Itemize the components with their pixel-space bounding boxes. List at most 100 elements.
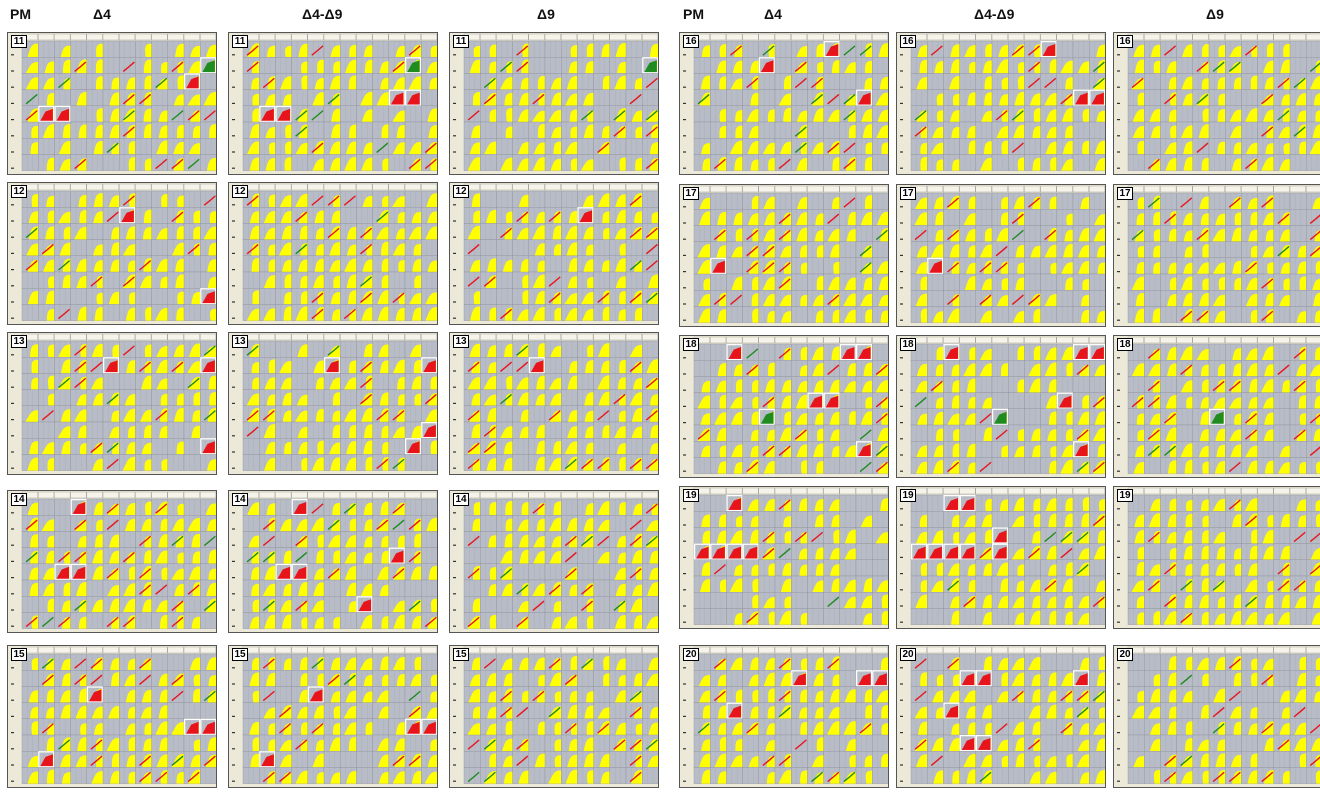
column-header-cell <box>871 33 888 41</box>
well <box>1056 653 1074 671</box>
well <box>275 340 292 358</box>
column-header-cell <box>291 333 308 341</box>
well <box>183 421 201 439</box>
well <box>86 437 104 455</box>
well <box>275 57 292 74</box>
row-tick <box>11 512 14 514</box>
well <box>480 89 497 106</box>
row-tick <box>900 524 903 526</box>
well <box>323 421 341 439</box>
well <box>1024 241 1041 258</box>
well <box>959 392 976 409</box>
well <box>710 209 727 226</box>
well <box>21 57 39 74</box>
well <box>975 360 993 377</box>
well <box>1160 527 1177 544</box>
well <box>577 304 594 321</box>
highlighted-well <box>404 57 422 74</box>
row-tick <box>453 402 456 404</box>
well <box>807 40 824 58</box>
well <box>1257 608 1275 625</box>
column-header-cell <box>1224 185 1242 193</box>
well <box>463 357 481 374</box>
well <box>641 137 658 155</box>
well <box>1176 225 1193 242</box>
well <box>1192 575 1210 593</box>
well <box>910 289 928 307</box>
well <box>528 271 546 289</box>
well <box>839 527 857 544</box>
well <box>807 494 824 512</box>
well <box>372 734 390 752</box>
well <box>167 547 185 564</box>
well <box>480 154 497 171</box>
well <box>1160 289 1177 307</box>
row-tick <box>232 135 235 137</box>
well <box>1127 702 1145 719</box>
well <box>528 498 546 516</box>
well <box>135 437 152 455</box>
well <box>1007 591 1025 609</box>
well <box>21 750 39 768</box>
well <box>528 531 546 548</box>
well <box>943 257 960 275</box>
well <box>275 437 292 455</box>
row-tick <box>683 621 686 623</box>
row-tick <box>900 135 903 137</box>
well <box>496 421 513 439</box>
well <box>339 304 357 321</box>
well <box>774 360 792 377</box>
well <box>823 360 841 377</box>
well <box>1024 575 1041 593</box>
column-header-cell <box>871 185 888 193</box>
well <box>625 405 643 423</box>
well <box>1305 591 1320 609</box>
row-tick <box>232 204 235 206</box>
well <box>70 670 87 687</box>
well <box>807 686 824 703</box>
column-header-cell <box>1289 646 1306 654</box>
well <box>528 702 546 719</box>
well <box>609 515 627 532</box>
well <box>102 271 120 289</box>
well <box>991 273 1009 291</box>
column-header-cell <box>528 333 545 341</box>
well <box>118 612 136 629</box>
well <box>102 223 120 240</box>
well <box>1007 575 1025 593</box>
well <box>593 750 611 768</box>
well <box>774 289 792 307</box>
well <box>242 612 260 629</box>
column-header-cell <box>593 646 610 654</box>
column-header-cell <box>323 183 340 191</box>
well <box>339 547 357 564</box>
well <box>871 306 888 323</box>
well <box>1160 257 1177 275</box>
highlighted-well <box>910 543 928 560</box>
row-tick <box>453 544 456 546</box>
well <box>544 531 562 548</box>
well <box>404 223 422 240</box>
well <box>991 121 1009 139</box>
well <box>871 718 888 736</box>
well <box>388 767 406 784</box>
well <box>512 750 529 768</box>
column-header-cell <box>593 333 610 341</box>
row-tick <box>232 625 235 627</box>
well <box>1040 225 1058 242</box>
column-header-cell <box>54 491 71 499</box>
well <box>496 498 513 516</box>
well <box>991 137 1009 155</box>
well <box>560 767 578 784</box>
well <box>480 515 497 532</box>
well <box>183 137 201 155</box>
well <box>135 421 152 439</box>
column-header-cell <box>959 185 976 193</box>
well <box>1305 225 1320 242</box>
well <box>307 57 325 74</box>
well <box>1127 750 1145 768</box>
well <box>167 437 185 455</box>
well <box>577 105 594 123</box>
well <box>1305 670 1320 687</box>
row-tick <box>1117 389 1120 391</box>
